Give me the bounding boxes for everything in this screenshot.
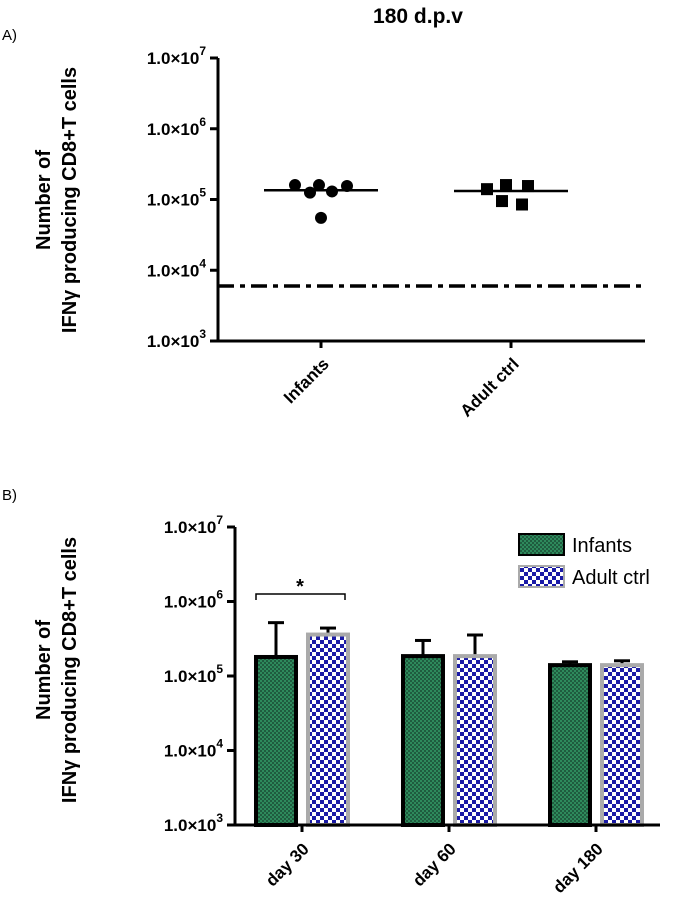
y-tick-label-exponent: 5 (216, 662, 223, 676)
y-tick-label-exponent: 4 (216, 737, 223, 751)
chart-b-ylabel-line1: Number of (33, 620, 55, 720)
y-tick-label: 1.0×105 (147, 186, 206, 210)
data-point-infants (313, 179, 325, 192)
y-tick-label-base: 1.0×10 (147, 120, 199, 139)
y-tick-label-exponent: 4 (199, 256, 206, 270)
y-tick-label-base: 1.0×10 (164, 593, 216, 612)
y-tick-label-exponent: 6 (216, 588, 223, 602)
data-point-adult (522, 180, 534, 193)
bar-adult (306, 632, 350, 828)
y-tick-label-exponent: 7 (216, 513, 223, 527)
y-tick-label-base: 1.0×10 (147, 191, 199, 210)
legend-swatch-infants (518, 533, 565, 556)
legend-label-infants: Infants (572, 535, 632, 557)
chart-a-ylabel-line2: IFNγ producing CD8+T cells (59, 67, 81, 333)
y-tick-label: 1.0×107 (164, 513, 223, 537)
data-point-infants (315, 211, 327, 224)
legend-label-adult: Adult ctrl (572, 567, 650, 589)
y-tick-label-base: 1.0×10 (164, 667, 216, 686)
y-tick-label: 1.0×107 (147, 44, 206, 68)
y-tick-label: 1.0×105 (164, 662, 223, 686)
panel-b-label: B) (2, 487, 17, 504)
y-tick-label-exponent: 3 (199, 327, 206, 341)
bar-infants (548, 663, 592, 827)
y-tick-label: 1.0×106 (147, 115, 206, 139)
y-tick-label: 1.0×104 (164, 737, 223, 761)
chart-b-legend: Infants Adult ctrl (518, 533, 650, 589)
data-point-adult (516, 198, 528, 211)
y-tick-label-exponent: 7 (199, 44, 206, 58)
bar-chart: Number of IFNγ producing CD8+T cells 1.0… (33, 513, 660, 897)
chart-a-category-adult: Adult ctrl (457, 354, 523, 420)
data-point-infants (326, 185, 338, 198)
category-label: day 30 (262, 839, 313, 890)
chart-a-ylabel-line1: Number of (33, 150, 55, 250)
y-tick-label-base: 1.0×10 (164, 816, 216, 835)
significance-bracket (255, 593, 346, 600)
chart-b-bars (254, 621, 644, 828)
y-tick-label-exponent: 6 (199, 115, 206, 129)
y-tick-label-exponent: 5 (199, 186, 206, 200)
data-point-adult (500, 179, 512, 192)
data-point-adult (496, 195, 508, 208)
significance-star: * (296, 576, 304, 598)
data-point-infants (304, 186, 316, 199)
y-tick-label: 1.0×103 (147, 327, 206, 351)
chart-b-ylabel-line2: IFNγ producing CD8+T cells (59, 537, 81, 803)
bar-infants (254, 654, 298, 827)
y-tick-label-base: 1.0×10 (147, 49, 199, 68)
y-tick-label-base: 1.0×10 (164, 518, 216, 537)
panel-a-label: A) (2, 27, 17, 44)
y-tick-label: 1.0×103 (164, 811, 223, 835)
chart-a-category-infants: Infants (280, 354, 333, 407)
y-tick-label: 1.0×106 (164, 588, 223, 612)
y-tick-label: 1.0×104 (147, 256, 206, 280)
category-label: day 60 (409, 839, 460, 890)
y-tick-label-base: 1.0×10 (164, 742, 216, 761)
bar-infants (401, 654, 445, 827)
data-point-adult (481, 183, 493, 196)
legend-swatch-adult (518, 565, 565, 588)
bar-adult (600, 663, 644, 827)
y-tick-label-base: 1.0×10 (147, 261, 199, 280)
bar-adult (453, 654, 497, 827)
data-point-infants (289, 179, 301, 192)
data-point-infants (341, 180, 353, 193)
y-tick-label-exponent: 3 (216, 811, 223, 825)
category-label: day 180 (549, 839, 607, 897)
scatter-chart: 180 d.p.v Number of IFNγ producing CD8+T… (33, 5, 645, 421)
y-tick-label-base: 1.0×10 (147, 332, 199, 351)
chart-a-title: 180 d.p.v (373, 5, 463, 28)
chart-a-points (264, 179, 568, 224)
chart-b-categories: day 30 day 60 day 180 (262, 825, 607, 897)
